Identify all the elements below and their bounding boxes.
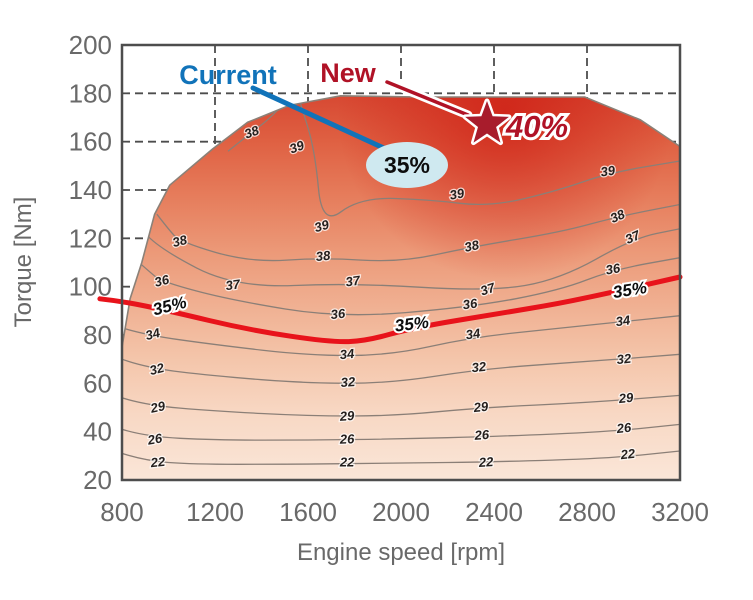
contour-label: 39 — [600, 163, 617, 180]
contour-label: 32 — [340, 374, 356, 390]
contour-line-34 — [122, 315, 680, 357]
contour-label: 39 — [448, 185, 466, 202]
y-tick-label: 60 — [83, 368, 112, 398]
contour-label: 36 — [604, 260, 622, 277]
axis-tick-labels: 800 1200 1600 2000 2400 2800 3200 20 40 60 80 100 12… — [69, 30, 709, 527]
y-tick-label: 200 — [69, 30, 112, 60]
contour-label: 32 — [148, 360, 166, 378]
y-tick-label: 40 — [83, 417, 112, 447]
contour-label: 26 — [145, 430, 164, 448]
star-marker-holder — [462, 98, 512, 146]
contour-label: 32 — [471, 359, 488, 376]
contour-label: 29 — [472, 399, 490, 416]
contour-label: 37 — [345, 273, 362, 290]
y-tick-label: 20 — [83, 465, 112, 495]
contour-label: 36 — [330, 306, 347, 323]
x-tick-label: 1600 — [279, 497, 337, 527]
red-35-contour — [97, 274, 683, 345]
contour-label: 22 — [477, 454, 494, 470]
plot-frame — [120, 43, 682, 482]
current-sweet-spot-value: 35% — [384, 152, 430, 178]
contour-label: 37 — [225, 276, 242, 293]
x-tick-label: 2000 — [372, 497, 430, 527]
contour-label: 26 — [615, 420, 633, 437]
y-tick-label: 160 — [69, 127, 112, 157]
contour-label: 32 — [616, 351, 633, 368]
contour-label: 38 — [315, 248, 332, 265]
region-outline — [121, 95, 681, 481]
current-sweet-spot-ellipse — [366, 142, 448, 188]
new-label: New — [320, 58, 377, 88]
contour-label: 22 — [149, 454, 167, 471]
contour-lines — [122, 97, 680, 465]
x-tick-label: 2800 — [558, 497, 616, 527]
annotations: 35% Current New 40% — [179, 58, 571, 188]
new-peak-value: 40% — [505, 109, 568, 144]
x-axis-title: Engine speed [rpm] — [297, 539, 505, 566]
contour-label: 29 — [338, 408, 355, 424]
contour-line-39 — [298, 97, 680, 217]
contour-label: 22 — [619, 446, 637, 463]
y-tick-label: 80 — [83, 320, 112, 350]
contour-label: 36 — [462, 295, 479, 312]
contour-label: 38 — [463, 237, 481, 255]
new-leader-line — [385, 80, 470, 117]
contour-label: 29 — [617, 390, 635, 407]
current-leader-line — [250, 85, 391, 153]
contour-line-36 — [133, 257, 680, 316]
contour-line-22 — [122, 450, 680, 465]
contour-line-38 — [227, 100, 288, 152]
contour-label: 34 — [144, 325, 162, 343]
x-tick-label: 800 — [100, 497, 143, 527]
contour-label: 34 — [615, 312, 632, 329]
contour-line-32 — [122, 353, 680, 384]
current-label: Current — [179, 60, 277, 90]
y-axis-title: Torque [Nm] — [10, 197, 37, 328]
contour-label: 34 — [339, 346, 356, 363]
contour-label: 38 — [171, 232, 189, 250]
contour-label: 36 — [153, 272, 171, 290]
x-tick-label: 2400 — [465, 497, 523, 527]
contour-label: 29 — [148, 398, 167, 416]
y-tick-label: 180 — [69, 78, 112, 108]
y-tick-label: 140 — [69, 175, 112, 205]
x-tick-label: 1200 — [186, 497, 244, 527]
contour-label: 26 — [473, 427, 490, 443]
contour-label: 39 — [313, 217, 332, 236]
contour-line-37 — [144, 228, 680, 290]
star-icon — [462, 98, 512, 146]
contour-line-29 — [122, 394, 680, 417]
contour-line-26 — [122, 423, 680, 441]
contour-label: 37 — [478, 279, 497, 298]
contour-line-35pct — [97, 274, 683, 345]
contour-line-38 — [156, 203, 680, 262]
contour-label: 22 — [339, 455, 355, 470]
y-tick-label: 100 — [69, 272, 112, 302]
y-tick-label: 120 — [69, 223, 112, 253]
x-tick-label: 3200 — [651, 497, 709, 527]
contour-label: 34 — [465, 325, 482, 342]
contour-label: 26 — [339, 431, 356, 447]
